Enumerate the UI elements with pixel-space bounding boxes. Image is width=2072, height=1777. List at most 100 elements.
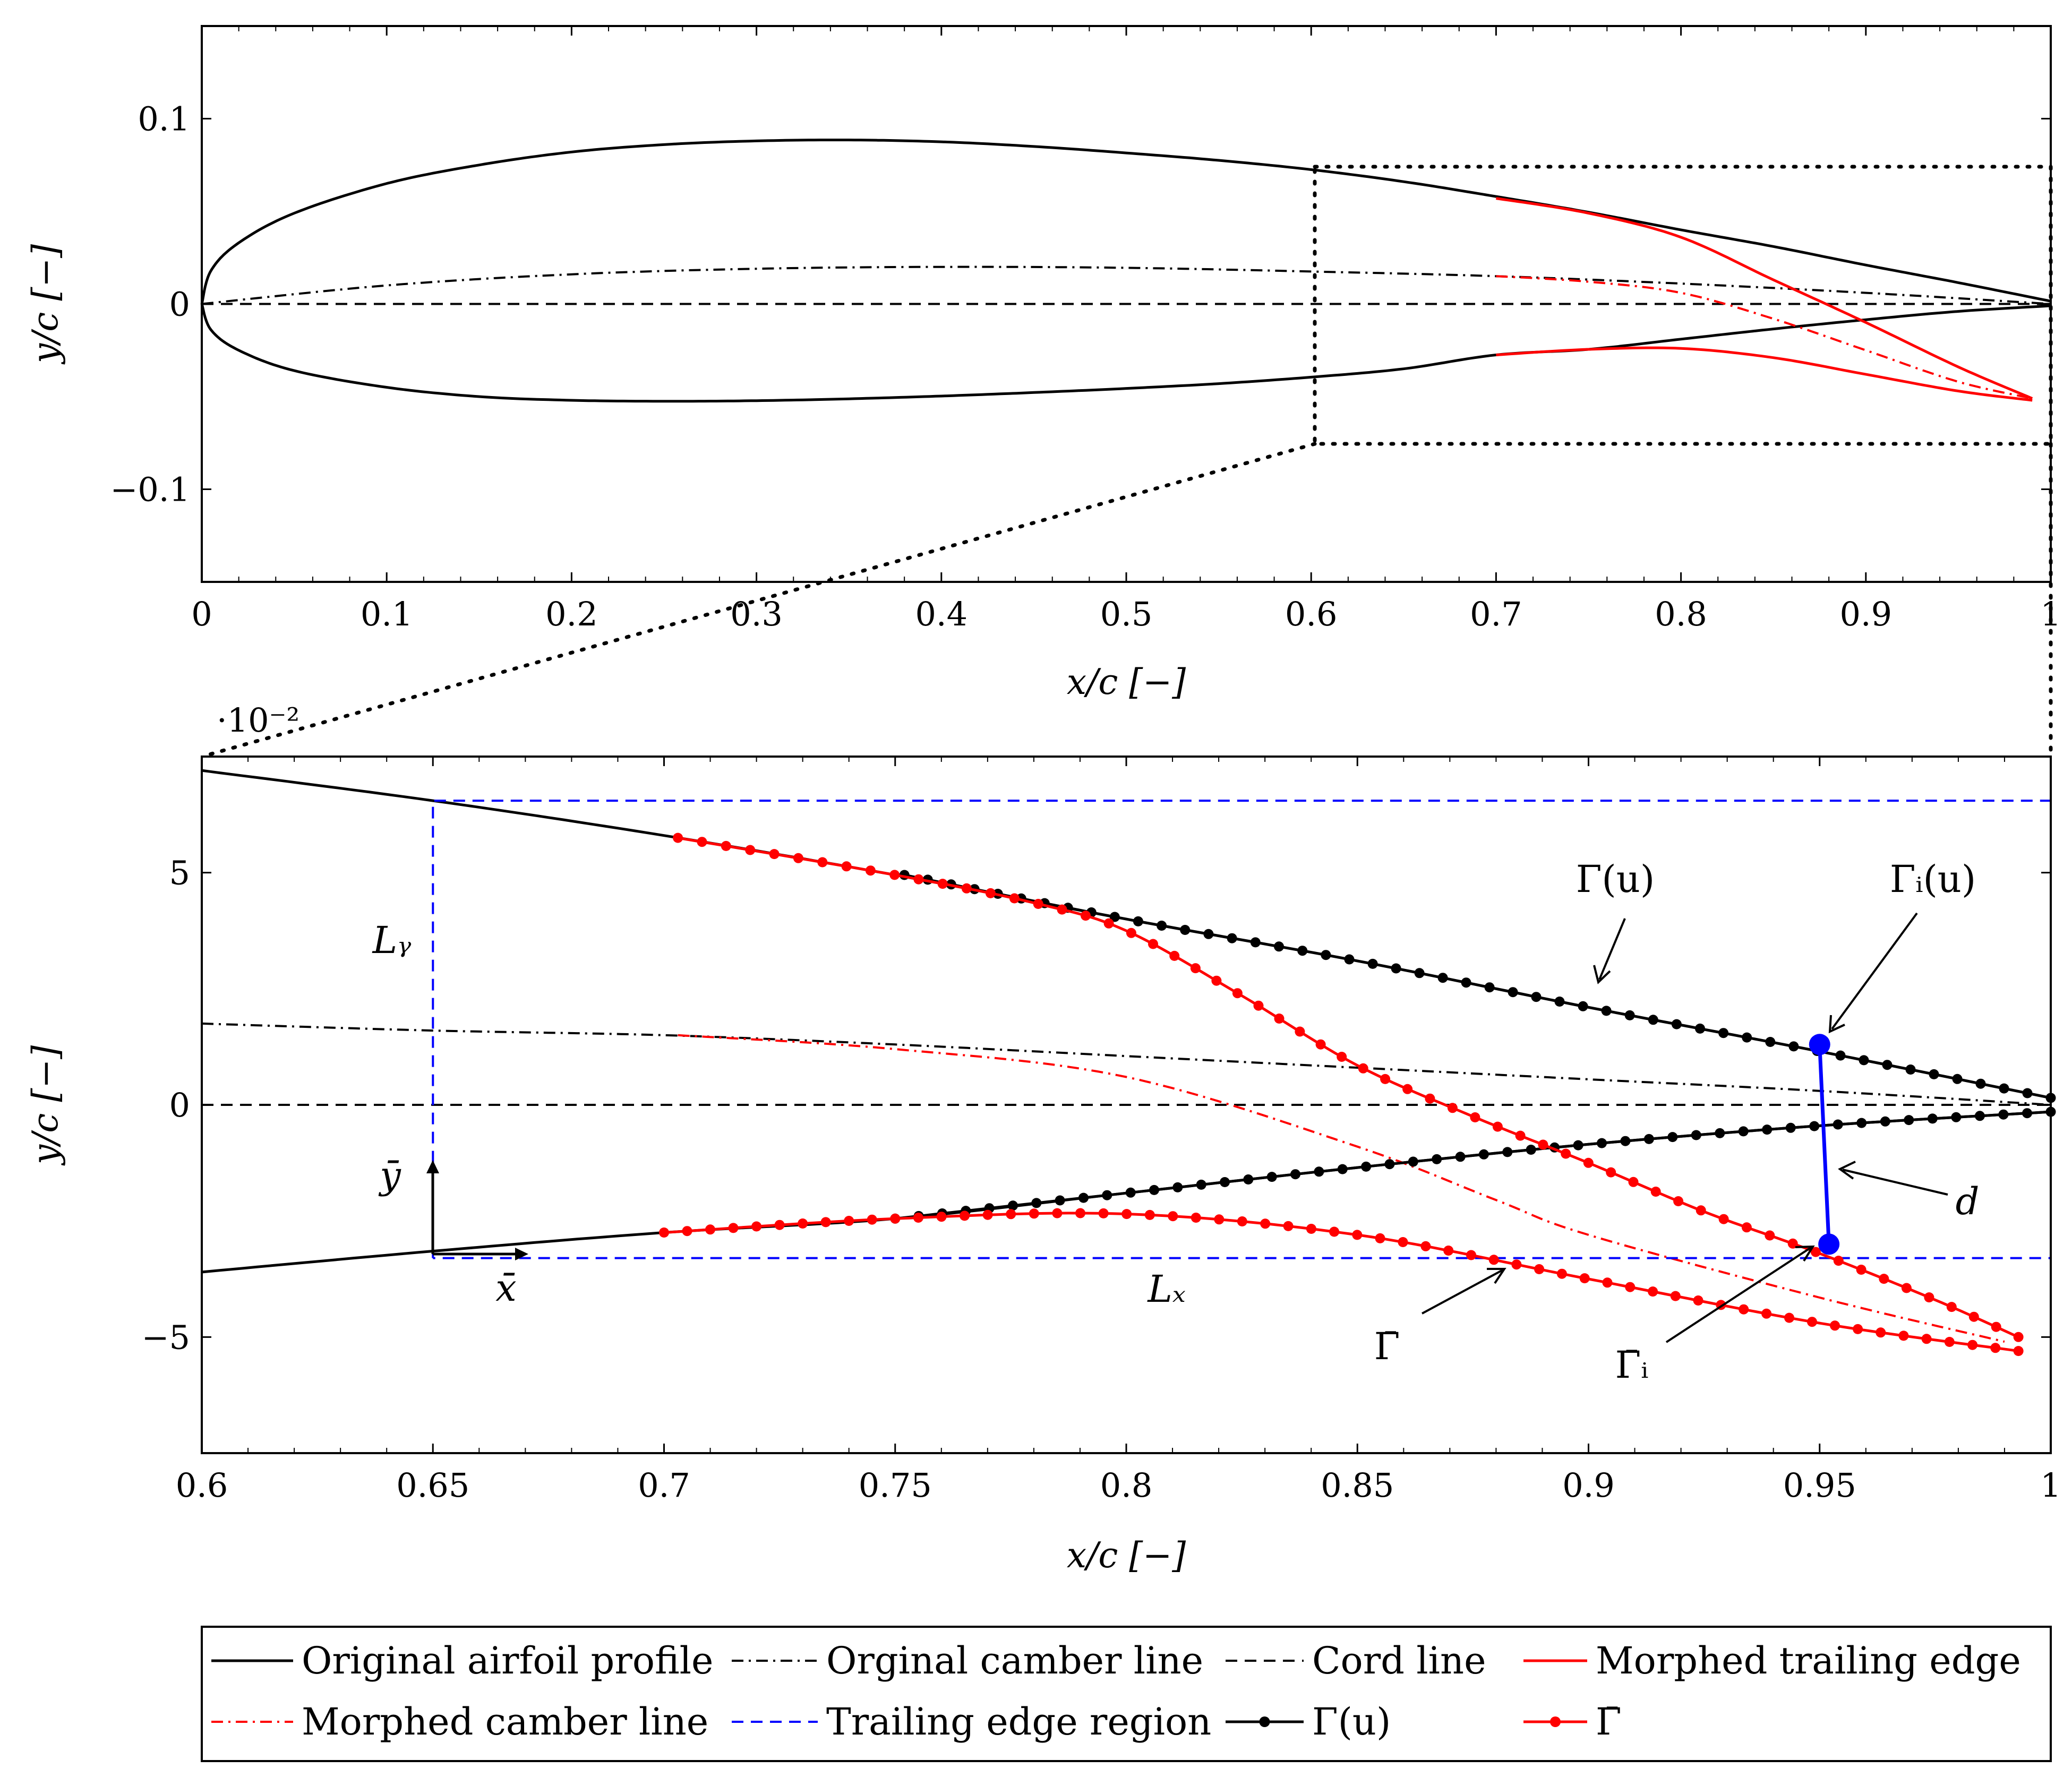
overview-ytick-label: −0.1	[110, 470, 190, 509]
marker-point	[1718, 1214, 1729, 1224]
overview-axes-frame	[201, 25, 2052, 583]
marker-point	[2022, 1108, 2032, 1119]
marker-point	[1126, 928, 1136, 938]
marker-point	[841, 861, 852, 872]
marker-point	[1882, 1060, 1893, 1070]
marker-point	[1214, 1214, 1225, 1225]
marker-point	[1601, 1006, 1612, 1016]
arrow-gamma-u	[1598, 918, 1626, 980]
marker-point	[1148, 939, 1158, 949]
zoom-ytick-label: 5	[169, 854, 190, 892]
label-ybar: ȳ	[378, 1154, 401, 1197]
legend-label: Cord line	[1312, 1639, 1486, 1682]
marker-point	[1180, 925, 1191, 935]
overview-xlabel: x/c [−]	[1067, 662, 1186, 702]
marker-point	[1695, 1023, 1705, 1034]
marker-point	[1196, 1179, 1206, 1190]
marker-point	[1502, 1147, 1513, 1157]
marker-point	[1492, 1121, 1503, 1132]
marker-point	[1859, 1055, 1869, 1066]
overview-xtick-label: 0.9	[1839, 595, 1892, 633]
marker-point	[1447, 1103, 1458, 1113]
overview-xtick-label: 0.7	[1470, 595, 1522, 633]
marker-point	[1190, 963, 1201, 974]
marker-point	[1999, 1083, 2009, 1094]
zoom-ylabel: y/c [−]	[25, 1045, 66, 1166]
label-xbar: x̄	[495, 1266, 516, 1310]
marker-point	[937, 879, 948, 889]
marker-point	[1250, 937, 1261, 948]
marker-point	[1227, 933, 1237, 943]
marker-point	[769, 849, 780, 860]
marker-point	[1538, 1139, 1548, 1150]
overview-xtick-label: 1	[2040, 595, 2061, 633]
marker-point	[1946, 1302, 1957, 1312]
marker-point	[1742, 1032, 1752, 1043]
marker-point	[1741, 1222, 1752, 1233]
marker-point	[913, 874, 924, 885]
marker-point	[1203, 929, 1214, 939]
zoom-xtick-label: 0.75	[859, 1466, 932, 1505]
marker-point	[1432, 1154, 1442, 1164]
marker-point	[1283, 1221, 1294, 1231]
marker-point	[1673, 1196, 1684, 1206]
marker-point	[2013, 1332, 2024, 1342]
overview-tick-labels: 0 0.1 0.2 0.3 0.4 0.5 0.6 0.7 0.8 0.9 1 0.1 0 −0.1	[110, 100, 2061, 634]
zoom-xtick-label: 0.85	[1321, 1466, 1394, 1505]
marker-point	[793, 853, 803, 863]
marker-point	[961, 883, 972, 894]
overview-xtick-label: 0.5	[1100, 595, 1153, 633]
arrow-d	[1842, 1169, 1948, 1196]
marker-point	[1398, 1237, 1408, 1247]
legend-frame	[201, 1626, 2052, 1762]
marker-point	[1029, 1208, 1039, 1219]
marker-point	[1367, 958, 1378, 969]
marker-point	[1358, 1063, 1368, 1074]
marker-point	[1628, 1177, 1639, 1187]
zoom-xtick-label: 0.9	[1562, 1466, 1615, 1505]
marker-point	[1075, 1208, 1085, 1218]
marker-point	[1425, 1093, 1435, 1104]
marker-point	[1220, 1177, 1230, 1187]
marker-point	[982, 1209, 993, 1220]
arrowhead-d	[1838, 1161, 1856, 1180]
marker-point	[1968, 1311, 1979, 1322]
marker-point	[1168, 1211, 1178, 1222]
marker-point	[1856, 1265, 1866, 1275]
marker-point	[1488, 1255, 1499, 1265]
overview-xtick-label: 0	[191, 595, 212, 633]
legend-label: Γ̄	[1596, 1700, 1622, 1744]
overview-series	[200, 139, 2051, 403]
zoom-xlabel: x/c [−]	[1067, 1535, 1186, 1576]
marker-point	[1144, 1209, 1155, 1220]
label-gamma-i-u: Γᵢ(u)	[1890, 857, 1976, 901]
marker-point	[745, 845, 756, 855]
marker-point	[1807, 1317, 1817, 1327]
marker-point	[820, 1217, 831, 1227]
marker-point	[1556, 1268, 1567, 1279]
marker-point	[1455, 1152, 1466, 1162]
marker-point	[1102, 1190, 1112, 1200]
marker-point	[1484, 982, 1495, 993]
arrowhead-gamma-bar	[1487, 1268, 1506, 1284]
overview-ytick-label: 0.1	[138, 100, 190, 139]
marker-point	[1898, 1330, 1909, 1341]
marker-point	[1879, 1274, 1889, 1284]
marker-point	[1361, 1161, 1372, 1172]
marker-point	[659, 1227, 669, 1238]
marker-point	[1508, 987, 1518, 998]
marker-point	[865, 865, 876, 876]
zoom-plot: ·10⁻² 0.6 0.65 0.7 0.75 0.8 0.85 0.9 0.95 150−5 …	[25, 701, 2061, 1576]
marker-point	[1620, 1136, 1631, 1146]
marker-point	[1670, 1291, 1681, 1301]
legend-label: Trailing edge region	[826, 1700, 1211, 1744]
marker-point	[1306, 1224, 1316, 1234]
label-d: d	[1956, 1180, 1980, 1223]
zoom-ytick-label: −5	[142, 1318, 190, 1357]
marker-point	[1098, 1208, 1109, 1218]
marker-point	[1534, 1264, 1545, 1274]
marker-point	[1274, 1014, 1285, 1024]
overview-xtick-label: 0.8	[1655, 595, 1707, 633]
marker-point	[1274, 941, 1284, 952]
marker-point	[1667, 1132, 1678, 1143]
